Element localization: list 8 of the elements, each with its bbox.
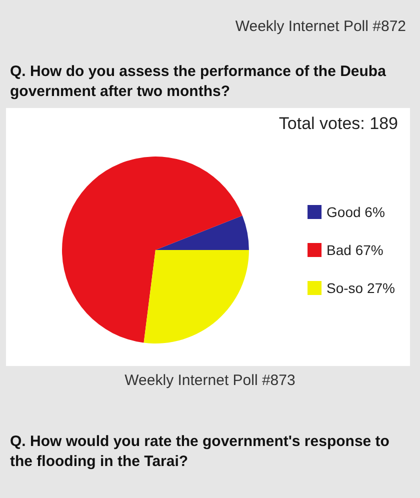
chart-subtitle: Q. How do you assess the performance of the Deuba government after two months? (10, 62, 387, 102)
legend-label: Bad 67% (326, 242, 384, 258)
legend-label: So-so 27% (326, 280, 395, 296)
legend-label: Good 6% (326, 204, 385, 220)
text: Q. How would you rate the government's response to the flooding in the Tarai? (10, 432, 390, 472)
text: Total votes: 189 (278, 114, 398, 134)
chart-title: Weekly Internet Poll #872 (235, 18, 406, 35)
text: Weekly Internet Poll #873 (124, 372, 296, 389)
